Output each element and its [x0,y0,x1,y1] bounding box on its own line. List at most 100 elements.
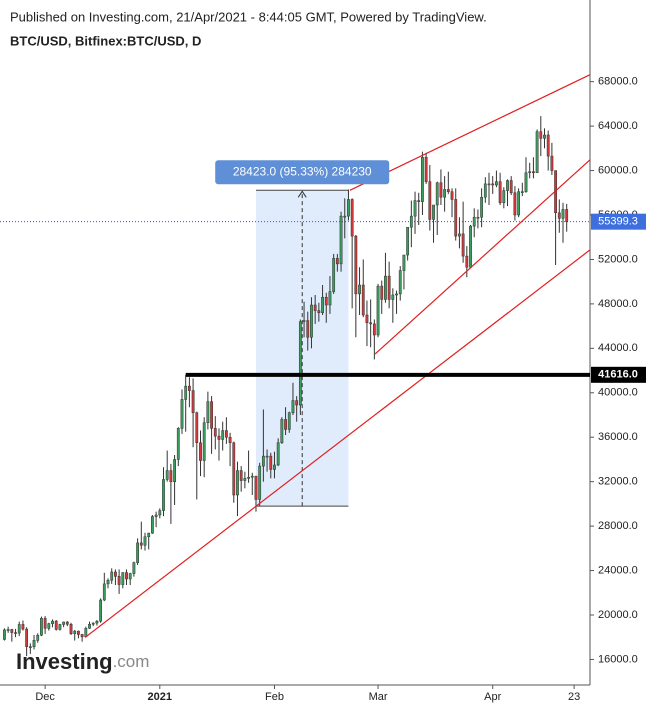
candle-body [450,191,454,200]
candle-body [502,190,506,204]
candle-body [213,428,217,437]
candle-body [184,385,188,400]
candle-body [80,634,84,638]
x-tick-label: Apr [484,691,501,703]
last-price-tag [591,213,646,230]
candle-body [343,215,347,218]
candle-body [424,156,428,182]
last-price-label: 55399.3 [598,216,638,228]
candle-body [287,412,291,430]
candle-body [6,629,10,631]
candle-body [313,304,317,311]
candle-body [132,562,136,574]
candle-body [232,442,236,496]
candle-body [151,516,154,534]
candle-body [520,191,524,193]
candle-body [535,131,539,174]
candle-body [365,314,369,324]
candle-body [469,225,472,268]
chart-title: BTC/USD, Bitfinex:BTC/USD, D [10,33,201,48]
published-note: Published on Investing.com, 21/Apr/2021 … [10,9,487,24]
candle-body [258,465,262,500]
candle-body [380,285,384,300]
candle-body [221,430,225,440]
candle-body [102,583,106,601]
y-tick-label: 36000.0 [598,431,638,443]
candle-body [28,646,32,648]
candle-body [550,155,554,171]
candle-body [432,204,435,220]
candle-body [117,576,121,585]
candle-body [14,632,17,634]
candle-body [487,183,491,186]
y-tick-label: 48000.0 [598,298,638,310]
candle-body [217,435,221,440]
candle-body [273,464,276,470]
candle-body [446,189,450,192]
candle-body [310,304,313,338]
x-tick-label: Dec [35,691,55,703]
measure-label-box [215,160,390,185]
candle-body [276,442,280,466]
candle-body [136,542,140,563]
candle-body [421,156,424,202]
candle-body [561,209,565,219]
candle-body [54,620,58,630]
candle-body [173,459,176,483]
x-tick-label: Mar [369,691,388,703]
candle-body [154,514,158,517]
candle-body [328,291,332,306]
candle-body [384,275,387,300]
candle-body [210,401,213,429]
logo: Investing.com [16,649,149,674]
candle-body [439,182,443,198]
candle-body [528,171,532,174]
candle-body [335,258,339,265]
candle-body [413,200,417,217]
logo-suffix: .com [113,652,150,671]
candle-body [513,192,517,216]
logo-name: Investing [16,649,113,674]
candle-body [476,216,480,219]
candle-body [265,455,269,458]
candle-body [372,323,376,336]
candle-body [483,183,487,198]
x-tick-label: 2021 [148,691,172,703]
candle-body [506,180,509,191]
candle-body [358,284,361,295]
candle-body [143,536,147,546]
trend-line [374,159,591,355]
x-tick-label: 23 [568,691,580,703]
candle-body [43,618,47,629]
candle-body [454,199,458,237]
candle-body [25,628,29,647]
candle-body [284,419,287,430]
y-tick-label: 32000.0 [598,476,638,488]
candle-body [306,320,310,338]
y-tick-label: 44000.0 [598,342,638,354]
candle-body [539,131,543,139]
y-tick-label: 20000.0 [598,609,638,621]
candle-body [495,181,498,186]
candle-body [498,181,502,204]
candle-body [236,470,239,496]
candle-body [176,428,180,460]
candle-body [202,422,206,461]
candle-body [298,321,302,406]
candle-body [361,284,365,316]
candle-body [461,233,465,257]
candle-body [73,630,77,634]
candle-body [347,199,350,217]
candle-body [458,233,461,237]
candle-body [62,621,66,625]
candle-body [409,215,413,228]
candle-body [302,320,306,322]
candle-body [224,430,228,438]
x-tick-label: Feb [265,691,284,703]
candle-body [125,572,128,580]
candle-body [206,401,210,424]
y-tick-label: 64000.0 [598,120,638,132]
candle-body [91,622,95,625]
candle-body [472,216,476,227]
candle-body [406,226,410,256]
